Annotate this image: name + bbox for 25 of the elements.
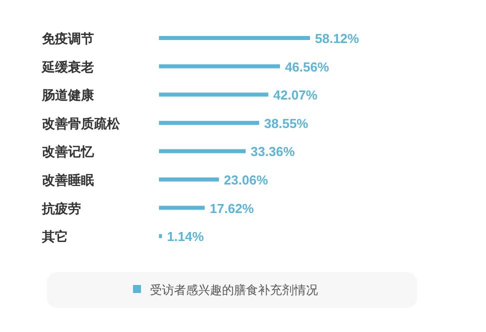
bar: [159, 64, 280, 68]
y-tick-label: 改善记忆: [42, 144, 95, 160]
bar: [159, 36, 310, 40]
data-label: 33.36%: [250, 144, 296, 160]
y-tick-label: 免疫调节: [41, 31, 94, 46]
bar: [159, 92, 268, 97]
legend-label: 受访者感兴趣的膳食补充剂情况: [150, 283, 318, 297]
bar: [159, 234, 162, 238]
bar: [159, 120, 260, 125]
data-label: 58.12%: [315, 31, 360, 46]
data-label: 38.55%: [264, 116, 309, 131]
bar: [159, 178, 219, 182]
data-label: 17.62%: [210, 200, 254, 216]
y-tick-label: 延缓衰老: [41, 59, 94, 74]
data-label: 23.06%: [224, 172, 268, 188]
y-tick-label: 其它: [41, 229, 68, 244]
bar: [159, 206, 205, 210]
y-tick-label: 抗疲劳: [41, 200, 81, 216]
data-label: 1.14%: [166, 229, 204, 244]
data-label: 46.56%: [284, 59, 330, 74]
data-label: 42.07%: [273, 88, 318, 103]
y-tick-label: 肠道健康: [41, 88, 95, 103]
y-tick-label: 改善睡眠: [42, 172, 94, 188]
y-tick-label: 改善骨质疏松: [42, 116, 121, 131]
bar: [159, 149, 246, 154]
